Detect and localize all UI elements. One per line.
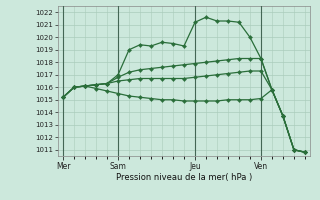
X-axis label: Pression niveau de la mer( hPa ): Pression niveau de la mer( hPa )	[116, 173, 252, 182]
